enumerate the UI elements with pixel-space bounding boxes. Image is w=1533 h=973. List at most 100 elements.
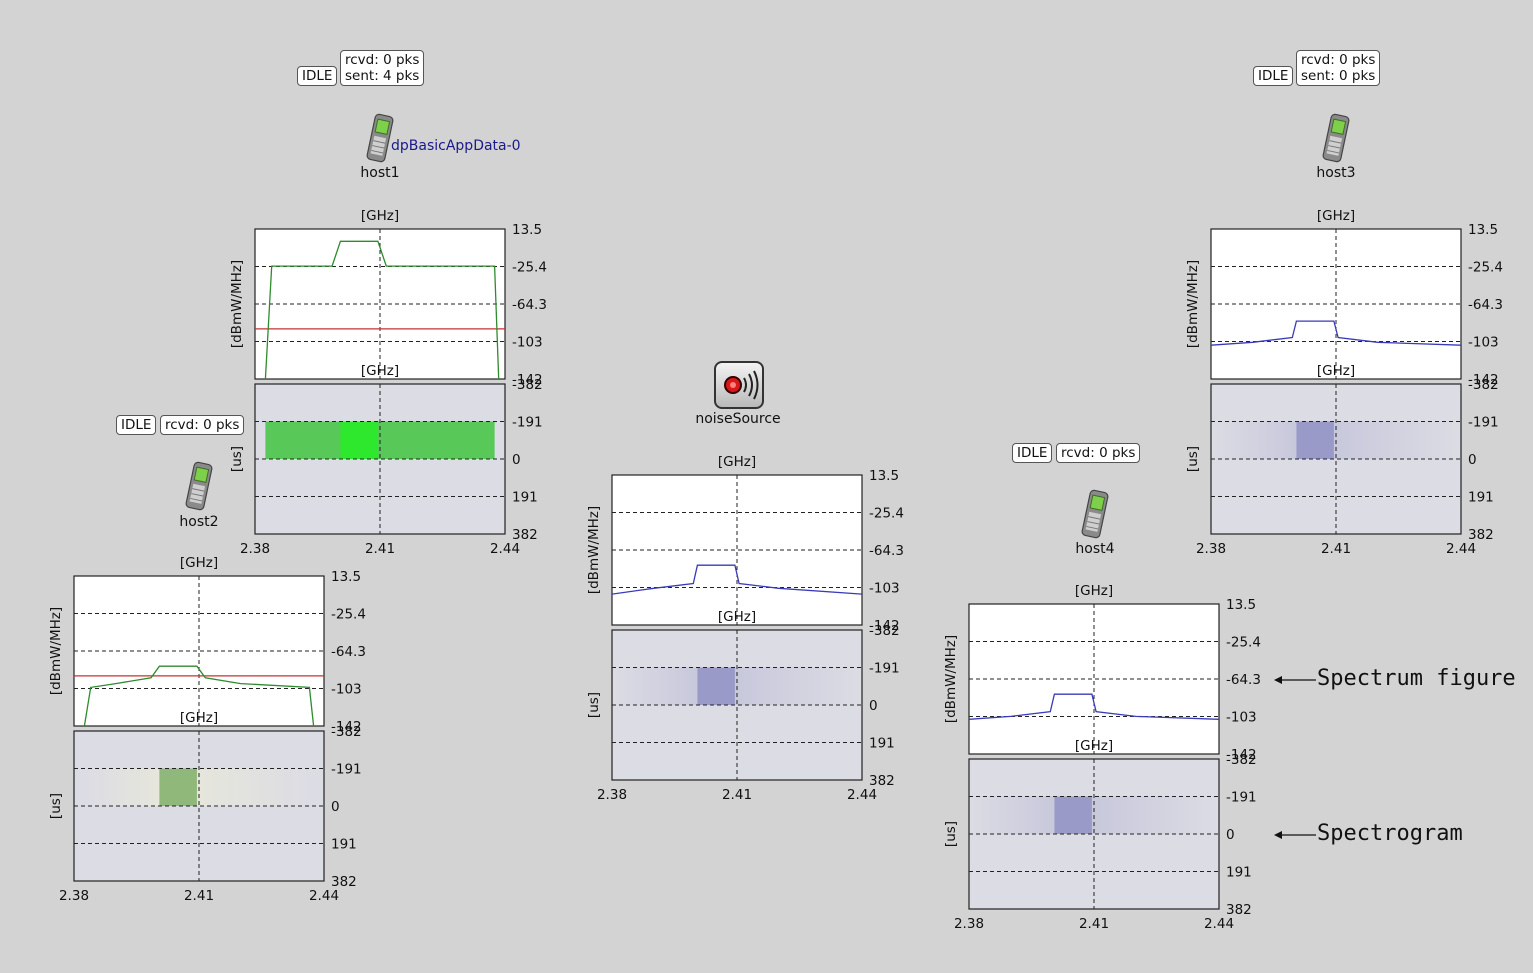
host2-spectrogram-ttick: 382 bbox=[331, 874, 357, 890]
host1-spectrogram-xunit: [GHz] bbox=[361, 363, 399, 379]
noise-spectrogram-xtick: 2.41 bbox=[722, 787, 752, 803]
host4-spectrum-ytick: -142 bbox=[1226, 747, 1257, 763]
host4-spectrogram-ttick: 0 bbox=[1226, 827, 1235, 843]
host4-spectrogram-side-right bbox=[1091, 796, 1219, 834]
host4-status-badge: IDLE bbox=[1012, 443, 1053, 463]
host1-spectrum-svg: 13.5 -25.4 -64.3 -103 -142 [GHz] [dBmW/MHz] -38… bbox=[229, 208, 547, 557]
host1-spectrogram-ttick: 0 bbox=[512, 452, 521, 468]
host1-spectrogram-xtick: 2.41 bbox=[365, 541, 395, 557]
host2-spectrum-ytick: -25.4 bbox=[331, 607, 366, 623]
host1-spectrogram-tunit: [us] bbox=[229, 446, 245, 472]
host3-spectrum-ytick: -142 bbox=[1468, 372, 1499, 388]
noise-spectrogram-ttick: 0 bbox=[869, 698, 878, 714]
noise-source-icon[interactable] bbox=[713, 360, 765, 412]
host4-spectrogram-xtick: 2.44 bbox=[1204, 916, 1234, 932]
host2-label[interactable]: host2 bbox=[179, 514, 219, 530]
host1-spectrogram-core bbox=[340, 421, 378, 459]
host1-spectrogram-xtick: 2.38 bbox=[240, 541, 270, 557]
host4-spectrogram-xtick: 2.41 bbox=[1079, 916, 1109, 932]
host1-phone-icon[interactable] bbox=[364, 112, 396, 164]
noise-spectrogram-tunit: [us] bbox=[586, 692, 602, 718]
host2-spectrogram-side-left bbox=[84, 768, 160, 806]
host3-spectrum-ytick: -103 bbox=[1468, 335, 1499, 351]
host2-spectrum-ytick: -64.3 bbox=[331, 644, 366, 660]
noise-spectrogram-xunit: [GHz] bbox=[718, 609, 756, 625]
host1-spectrogram-xtick: 2.44 bbox=[490, 541, 520, 557]
host2-spectrum-svg: 13.5 -25.4 -64.3 -103 -142 [GHz] [dBmW/MHz] -38… bbox=[48, 555, 366, 904]
noise-spectrogram-xtick: 2.38 bbox=[597, 787, 627, 803]
host4-spectrogram-ttick: 382 bbox=[1226, 902, 1252, 918]
noise-spectrum-xunit: [GHz] bbox=[718, 454, 756, 470]
noise-spectrum-ytick: -142 bbox=[869, 618, 900, 634]
host2-phone-icon[interactable] bbox=[183, 460, 215, 512]
noise-spectrogram-ttick: -382 bbox=[869, 623, 900, 639]
noise-spectrogram-core bbox=[697, 667, 735, 705]
host3-label[interactable]: host3 bbox=[1316, 165, 1356, 181]
noise-spectrogram-xtick: 2.44 bbox=[847, 787, 877, 803]
host4-phone-icon[interactable] bbox=[1079, 488, 1111, 540]
noise-spectrogram-side-left bbox=[612, 667, 698, 705]
noise-spectrum-ytick: -25.4 bbox=[869, 506, 904, 522]
host3-spectrogram-ttick: 0 bbox=[1468, 452, 1477, 468]
host4-spectrum-ytick: -103 bbox=[1226, 710, 1257, 726]
host2-spectrogram-tunit: [us] bbox=[48, 793, 64, 819]
host2-spectrogram-xtick: 2.41 bbox=[184, 888, 214, 904]
noise-spectrogram-ttick: 191 bbox=[869, 736, 895, 752]
host3-spectrogram-side-left bbox=[1211, 421, 1297, 459]
host3-phone-icon[interactable] bbox=[1320, 112, 1352, 164]
spectrum-annotation: Spectrum figure bbox=[1317, 666, 1516, 691]
host2-spectrum-ytick: 13.5 bbox=[331, 569, 361, 585]
host3-spectrogram-xtick: 2.41 bbox=[1321, 541, 1351, 557]
host1-spectrogram-ttick: 382 bbox=[512, 527, 538, 543]
host1-spectrum-ytick: -64.3 bbox=[512, 297, 547, 313]
spectrum-arrow bbox=[1274, 676, 1316, 684]
host1-spectrum-xunit: [GHz] bbox=[361, 208, 399, 224]
host4-spectrum-ytick: -64.3 bbox=[1226, 672, 1261, 688]
host1-spectrum-ytick: -142 bbox=[512, 372, 543, 388]
host3-spectrogram-xtick: 2.38 bbox=[1196, 541, 1226, 557]
host1-spectrum-ytick: -103 bbox=[512, 335, 543, 351]
noise-source-label[interactable]: noiseSource bbox=[695, 411, 781, 427]
host3-spectrogram-tunit: [us] bbox=[1185, 446, 1201, 472]
host3-spectrum-svg: 13.5 -25.4 -64.3 -103 -142 [GHz] [dBmW/MHz] -38… bbox=[1185, 208, 1503, 557]
host4-spectrum-yunit: [dBmW/MHz] bbox=[943, 635, 959, 723]
host1-spectrum-ytick: -25.4 bbox=[512, 260, 547, 276]
host2-spectrogram-xunit: [GHz] bbox=[180, 710, 218, 726]
host3-spectrum-ytick: -64.3 bbox=[1468, 297, 1503, 313]
host4-spectrum-xunit: [GHz] bbox=[1075, 583, 1113, 599]
host2-status-badge: IDLE bbox=[116, 415, 157, 435]
host4-spectrum-ytick: 13.5 bbox=[1226, 597, 1256, 613]
host3-spectrogram-xunit: [GHz] bbox=[1317, 363, 1355, 379]
host3-spectrum-ytick: 13.5 bbox=[1468, 222, 1498, 238]
host2-counters: rcvd: 0 pks bbox=[160, 415, 245, 435]
host3-spectrum-line bbox=[1211, 320, 1461, 346]
noise-spectrum-line bbox=[612, 564, 862, 595]
host4-label[interactable]: host4 bbox=[1075, 541, 1115, 557]
host3-spectrogram-ttick: -382 bbox=[1468, 377, 1499, 393]
host2-spectrogram-side-right bbox=[196, 768, 314, 806]
host3-status-badge: IDLE bbox=[1253, 66, 1294, 86]
host4-spectrogram-side-left bbox=[969, 796, 1055, 834]
host2-spectrogram-ttick: -191 bbox=[331, 762, 362, 778]
host1-spectrogram-ttick: -382 bbox=[512, 377, 543, 393]
host1-status-badge: IDLE bbox=[297, 66, 338, 86]
host1-spectrum-line bbox=[264, 240, 500, 379]
noise-spectrum-ytick: -103 bbox=[869, 581, 900, 597]
host1-spectrum-ytick: 13.5 bbox=[512, 222, 542, 238]
noise-spectrogram-side-right bbox=[734, 667, 862, 705]
host3-spectrum-yunit: [dBmW/MHz] bbox=[1185, 260, 1201, 348]
host2-spectrum-yunit: [dBmW/MHz] bbox=[48, 607, 64, 695]
host1-label[interactable]: host1 bbox=[360, 165, 400, 181]
host2-spectrogram-xtick: 2.44 bbox=[309, 888, 339, 904]
noise-spectrum-ytick: 13.5 bbox=[869, 468, 899, 484]
host3-spectrogram-core bbox=[1296, 421, 1334, 459]
host1-counters: rcvd: 0 pks sent: 4 pks bbox=[340, 50, 425, 86]
host4-spectrogram-ttick: -382 bbox=[1226, 752, 1257, 768]
host3-spectrogram-side-right bbox=[1333, 421, 1461, 459]
host2-spectrogram-ttick: 191 bbox=[331, 837, 357, 853]
host2-spectrogram-ttick: -382 bbox=[331, 724, 362, 740]
host2-spectrum-xunit: [GHz] bbox=[180, 555, 218, 571]
host4-spectrogram-xunit: [GHz] bbox=[1075, 738, 1113, 754]
host1-app-label[interactable]: dpBasicAppData-0 bbox=[391, 138, 521, 154]
host4-spectrogram-xtick: 2.38 bbox=[954, 916, 984, 932]
